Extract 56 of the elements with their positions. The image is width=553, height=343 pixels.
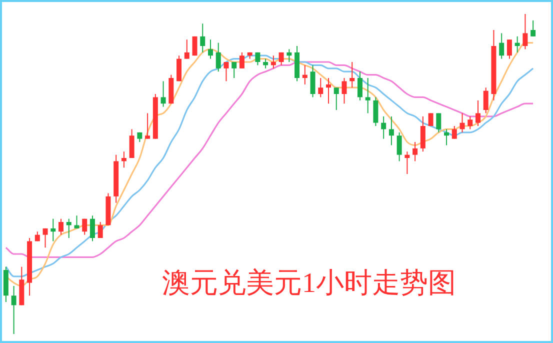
candlestick xyxy=(66,218,72,238)
candlestick xyxy=(460,112,465,133)
candlestick xyxy=(483,87,488,114)
candlestick xyxy=(404,151,410,174)
candlestick xyxy=(396,132,402,162)
candlestick xyxy=(255,52,260,66)
candlestick xyxy=(50,218,56,242)
candlestick xyxy=(176,55,182,82)
candlestick xyxy=(318,78,324,98)
candlestick xyxy=(208,39,213,60)
candlestick xyxy=(129,128,134,158)
candlestick xyxy=(232,62,237,78)
candlestick xyxy=(270,55,276,69)
candlestick xyxy=(373,96,378,126)
candlestick xyxy=(224,62,229,82)
candlestick xyxy=(278,52,284,66)
candlestick xyxy=(342,78,347,104)
candlestick xyxy=(350,62,355,88)
candlestick xyxy=(121,151,126,168)
candlestick xyxy=(357,71,362,101)
candlestick xyxy=(522,14,528,50)
candlestick xyxy=(11,286,16,334)
text: 澳元兑美元1小时走势图 xyxy=(162,267,456,301)
candlestick xyxy=(428,112,434,126)
candlestick xyxy=(263,58,268,69)
candlestick xyxy=(200,23,206,53)
candlestick xyxy=(436,112,442,133)
candlestick xyxy=(388,116,394,146)
candlestick xyxy=(216,42,221,72)
candlestick xyxy=(160,80,166,108)
candlestick xyxy=(514,36,520,53)
candlestick xyxy=(530,20,536,37)
candlestick xyxy=(310,64,316,98)
candlestick xyxy=(452,126,457,140)
candlestick xyxy=(420,116,426,152)
candlestick xyxy=(90,215,95,242)
candlestick xyxy=(98,222,103,238)
candlestick xyxy=(468,116,473,130)
candlestick xyxy=(506,39,512,60)
candlestick xyxy=(499,32,504,60)
candlestick xyxy=(326,78,332,104)
candlestick xyxy=(365,78,370,114)
candlestick xyxy=(82,218,88,236)
candlestick xyxy=(286,48,292,62)
candlestick xyxy=(239,52,244,69)
candlestick xyxy=(42,228,48,248)
candlestick xyxy=(74,215,80,229)
candlestick xyxy=(381,116,386,140)
candlestick xyxy=(58,218,64,236)
candlestick xyxy=(444,128,450,146)
candlestick xyxy=(412,142,418,162)
candlestick xyxy=(302,64,308,85)
candlestick xyxy=(184,39,190,60)
candlestick xyxy=(475,100,480,126)
candlestick xyxy=(145,112,150,140)
candlestick xyxy=(334,87,339,110)
